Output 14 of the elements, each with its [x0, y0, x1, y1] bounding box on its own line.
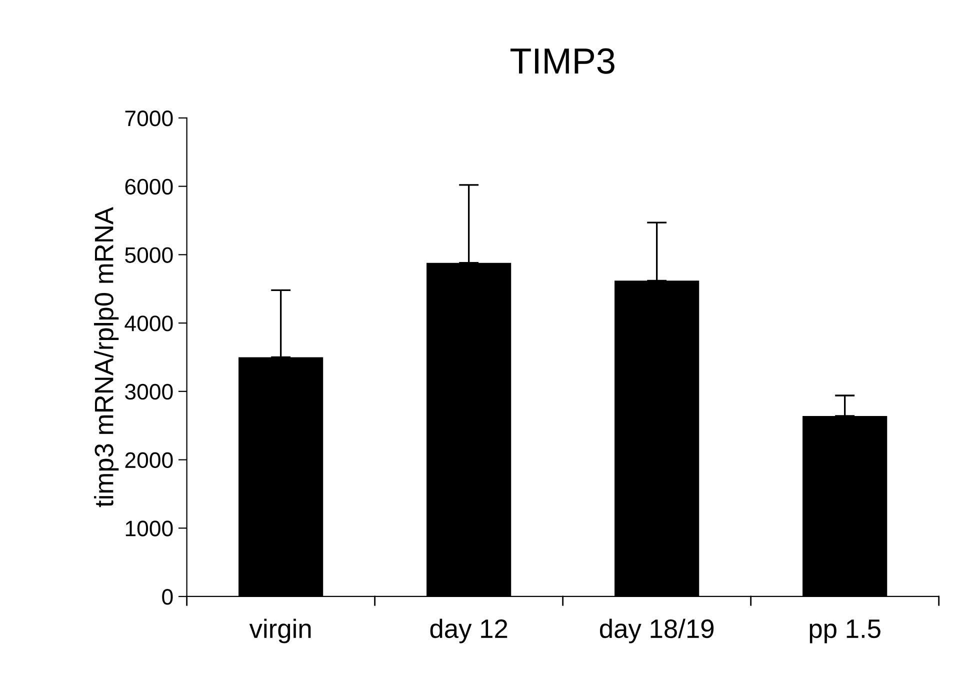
y-tick-label: 7000 [125, 110, 173, 126]
y-tick-label: 5000 [125, 247, 173, 263]
y-tick-label: 1000 [126, 520, 173, 536]
y-tick-label: 2000 [125, 452, 173, 468]
x-tick-label: pp 1.5 [810, 620, 880, 644]
y-tick-label: 4000 [124, 316, 173, 332]
y-tick-label: 3000 [125, 384, 173, 400]
y-tick-label: 0 [162, 589, 173, 605]
y-tick-label: 6000 [125, 178, 173, 195]
x-tick-label: day 12 [430, 618, 508, 644]
x-tick-label: day 18/19 [600, 618, 714, 644]
y-axis-title: timp3 mRNA/rplp0 mRNA [94, 206, 119, 508]
x-tick-label: virgin [249, 618, 311, 644]
chart-title: TIMP3 [510, 48, 614, 74]
